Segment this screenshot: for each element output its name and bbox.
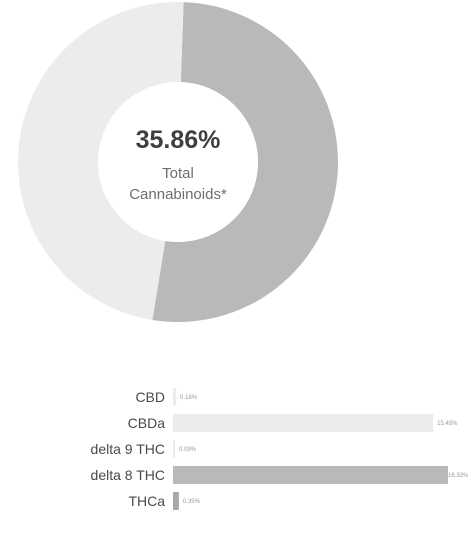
value-label-cbd: 0.18%	[180, 395, 198, 401]
category-label-delta-9-thc: delta 9 THC	[91, 441, 165, 457]
total-cannabinoids-value: 35.86%	[136, 126, 221, 154]
category-label-delta-8-thc: delta 8 THC	[91, 467, 165, 483]
value-label-cbda: 15.45%	[437, 421, 458, 427]
donut-slice-2	[17, 2, 184, 320]
donut-slice-1	[152, 2, 338, 322]
bar-delta-8-thc	[173, 466, 448, 484]
total-cannabinoids-label-line1: Total	[162, 165, 194, 182]
bar-cbda	[173, 414, 434, 432]
category-label-cbda: CBDa	[128, 415, 166, 431]
donut-slices	[17, 2, 338, 322]
cannabinoid-breakdown-bar-chart: CBD 0.18% CBDa 15.45% delta 9 THC 0.09% delta …	[91, 388, 469, 510]
total-cannabinoids-label-line2: Cannabinoids*	[129, 186, 227, 203]
value-label-delta-9-thc: 0.09%	[179, 447, 197, 453]
value-label-thca: 0.35%	[183, 499, 201, 505]
total-cannabinoids-donut-chart: 35.86% Total Cannabinoids*	[17, 2, 338, 322]
bar-cbd	[173, 388, 177, 406]
value-label-delta-8-thc: 16.33%	[448, 473, 469, 479]
bar-thca	[173, 492, 179, 510]
bar-group: CBD 0.18% CBDa 15.45% delta 9 THC 0.09% delta …	[91, 388, 469, 510]
category-label-cbd: CBD	[135, 389, 165, 405]
donut-hole	[98, 82, 258, 242]
category-label-thca: THCa	[128, 493, 165, 509]
bar-delta-9-thc	[173, 440, 175, 458]
